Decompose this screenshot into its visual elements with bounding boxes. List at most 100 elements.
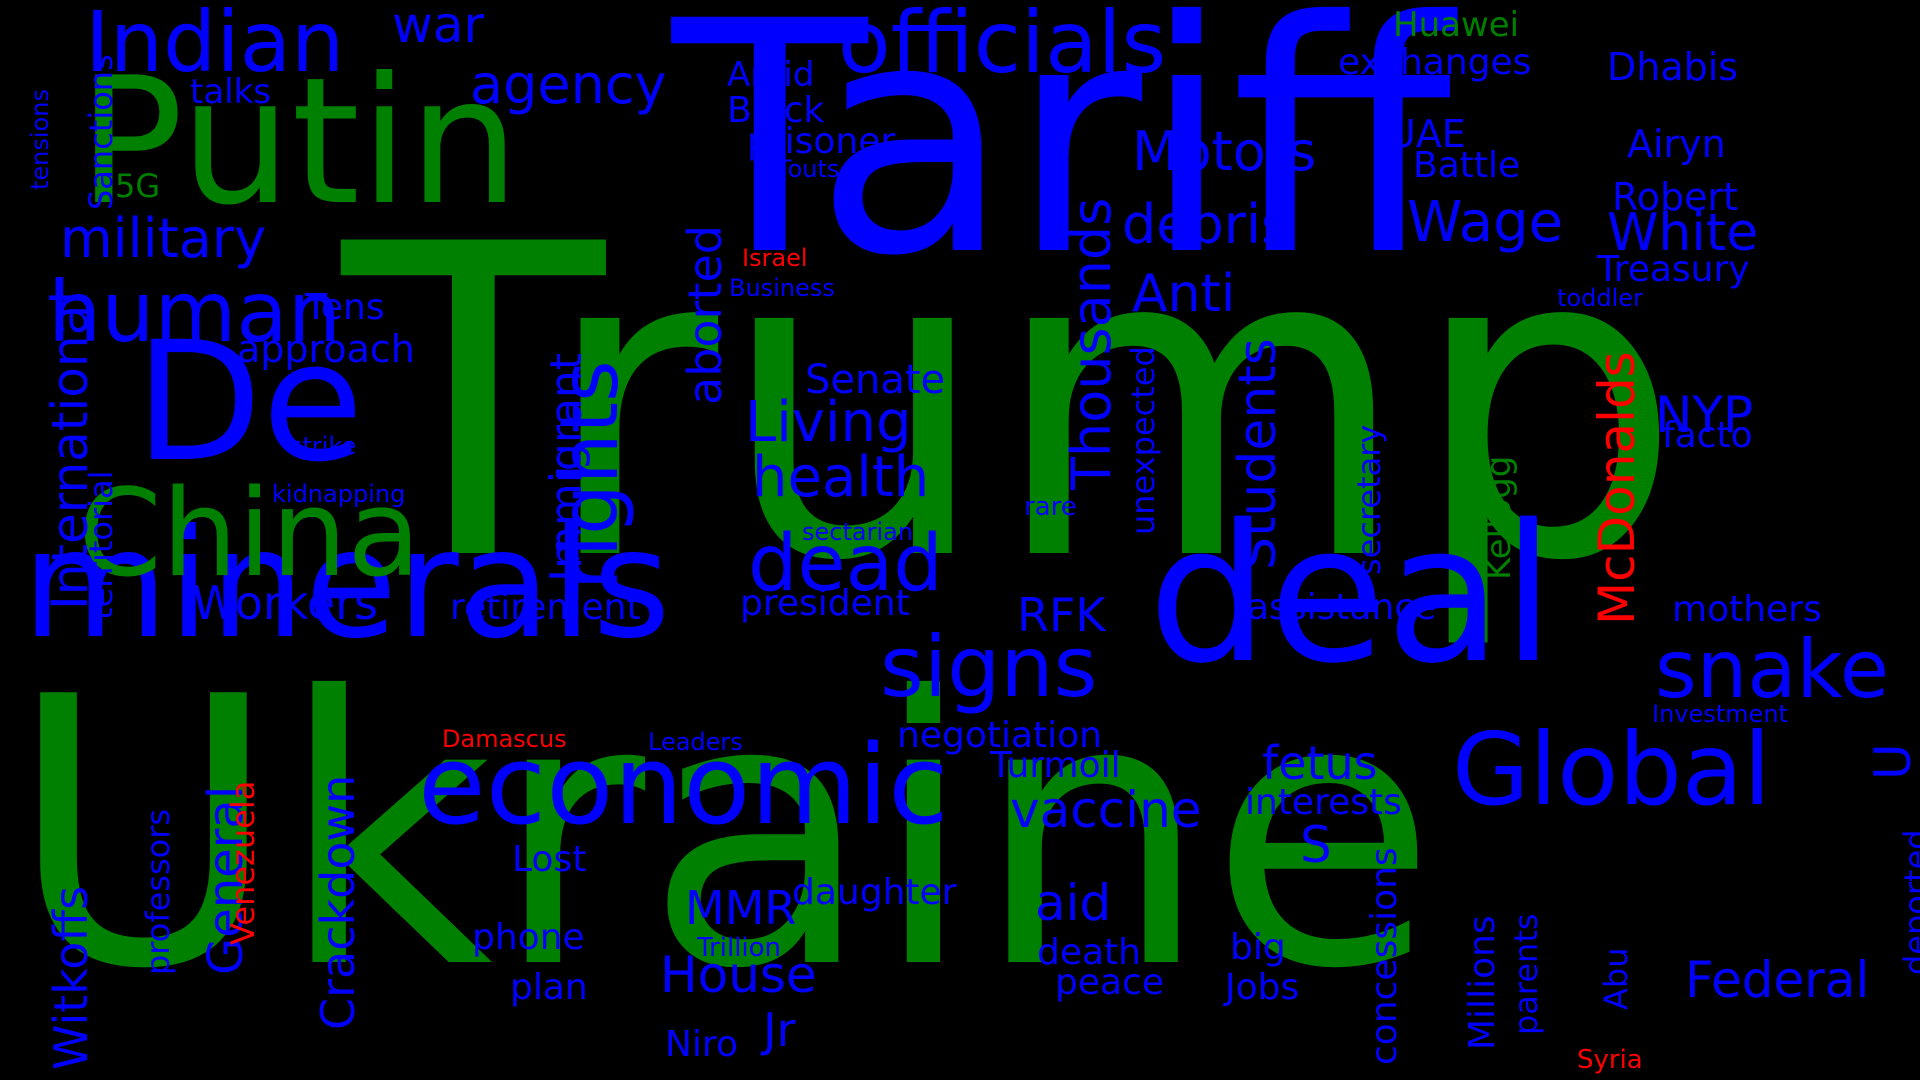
word-israel: Israel: [742, 244, 808, 272]
word-snake: snake: [1655, 623, 1890, 716]
word-war: war: [392, 0, 485, 54]
word-venezuela: Venezuela: [224, 780, 262, 945]
word-plan: plan: [510, 967, 588, 1008]
word-workers: Workers: [192, 576, 379, 630]
word-huawei: Huawei: [1393, 5, 1520, 45]
word-millions: Millions: [1462, 915, 1503, 1050]
word-mcdonalds: McDonalds: [1588, 351, 1646, 625]
word-territorial: territorial: [82, 470, 120, 620]
word-sanctions: Sanctions: [82, 54, 120, 210]
word-business: Business: [729, 274, 835, 302]
word-jr: Jr: [763, 1003, 796, 1057]
word-tariff: Tariff: [672, 0, 1452, 326]
word-damascus: Damascus: [442, 725, 567, 753]
word-tens: Tens: [305, 287, 385, 328]
word-sectarian: sectarian: [802, 518, 914, 546]
word-trump: Trump: [342, 155, 1683, 655]
word-fetus: fetus: [1262, 736, 1378, 790]
word-negotiation: negotiation: [897, 715, 1102, 756]
word-kellogg: Kellogg: [1479, 455, 1519, 580]
word-s: S: [1300, 816, 1332, 874]
word-motors: Motors: [1132, 120, 1317, 183]
word-phone: phone: [472, 917, 585, 958]
word-professors: professors: [139, 808, 177, 975]
word-dead: dead: [748, 519, 943, 609]
word-touts: Touts: [777, 155, 840, 183]
word-jobs: Jobs: [1225, 967, 1300, 1008]
word-house: House: [660, 946, 817, 1004]
word-u: U: [1864, 743, 1920, 780]
word-big: big: [1230, 927, 1286, 968]
word-retirement: retirement: [450, 587, 641, 628]
word-living: Living: [745, 390, 912, 455]
word-concessions: concessions: [1364, 847, 1405, 1065]
word-officials: officials: [838, 0, 1167, 93]
word-witkoffs: Witkoffs: [44, 885, 98, 1070]
word-assistance: assistance: [1247, 587, 1437, 628]
word-amid: Amid: [727, 55, 815, 95]
word-crackdown: Crackdown: [311, 774, 365, 1030]
word-leaders: Leaders: [648, 728, 743, 756]
word-human: human: [48, 263, 342, 361]
word-thousands: Thousands: [1060, 197, 1123, 490]
word-deal: deal: [1148, 484, 1555, 705]
word-facto: facto: [1662, 415, 1753, 456]
word-mothers: mothers: [1672, 589, 1822, 630]
word-china: China: [78, 465, 421, 604]
word-kidnapping: kidnapping: [272, 480, 406, 508]
word-parents: parents: [1507, 913, 1545, 1035]
word-military: military: [60, 207, 267, 270]
word-indian: Indian: [85, 0, 345, 91]
word-immigrant: Immigrant: [541, 352, 592, 582]
word-hundreds: hundreds: [1909, 243, 1920, 610]
word-rfk: RFK: [1017, 588, 1106, 642]
word-economic: economic: [418, 721, 949, 849]
word-secretary: secretary: [1350, 424, 1388, 575]
word-signs: signs: [880, 618, 1098, 716]
word-ukraine: Ukraine: [8, 620, 1437, 1050]
word-investment: Investment: [1652, 700, 1788, 728]
word-lost: Lost: [512, 839, 587, 880]
word-global: Global: [1452, 711, 1771, 828]
word-strike: strike: [290, 432, 357, 460]
word-death: death: [1037, 932, 1141, 973]
word-anti: Anti: [1132, 264, 1236, 324]
word-debris: debris: [1122, 193, 1290, 256]
word-aborted: aborted: [678, 225, 732, 405]
word-exchanges: exchanges: [1338, 42, 1532, 83]
word-5g: 5G: [115, 167, 161, 205]
word-block: Block: [727, 90, 825, 131]
word-unexpected: unexpected: [1124, 346, 1162, 535]
word-deported: deported: [1897, 829, 1920, 975]
word-minerals: minerals: [22, 498, 671, 672]
word-white: White: [1607, 203, 1759, 263]
word-talks: talks: [190, 72, 272, 112]
word-dhabis: Dhabis: [1607, 45, 1739, 89]
word-students: Students: [1228, 338, 1288, 570]
word-treasury: Treasury: [1597, 249, 1750, 290]
word-battle: Battle: [1413, 145, 1521, 186]
word-rare: rare: [1024, 492, 1077, 522]
word-airyn: Airyn: [1627, 122, 1726, 166]
word-wage: Wage: [1407, 190, 1564, 255]
word-agency: agency: [470, 53, 667, 116]
word-putin: Putin: [78, 41, 520, 244]
word-trillion: Trillion: [697, 933, 782, 963]
word-aid: aid: [1035, 874, 1112, 932]
word-senate: Senate: [805, 357, 946, 403]
word-uae: UAE: [1388, 112, 1466, 156]
word-niro: Niro: [665, 1024, 738, 1065]
word-abu: Abu: [1597, 947, 1635, 1010]
word-health: health: [752, 445, 930, 510]
word-robert: Robert: [1612, 175, 1738, 219]
word-daughter: daughter: [792, 872, 957, 913]
word-tensions: tensions: [26, 89, 54, 190]
word-syria: Syria: [1577, 1045, 1643, 1075]
word-approach: approach: [237, 327, 415, 371]
word-nyp: NYP: [1655, 386, 1754, 444]
word-prisoner: prisoner: [747, 121, 896, 162]
word-vaccine: vaccine: [1010, 781, 1202, 839]
word-peace: peace: [1055, 962, 1165, 1003]
word-de: De: [135, 306, 364, 498]
